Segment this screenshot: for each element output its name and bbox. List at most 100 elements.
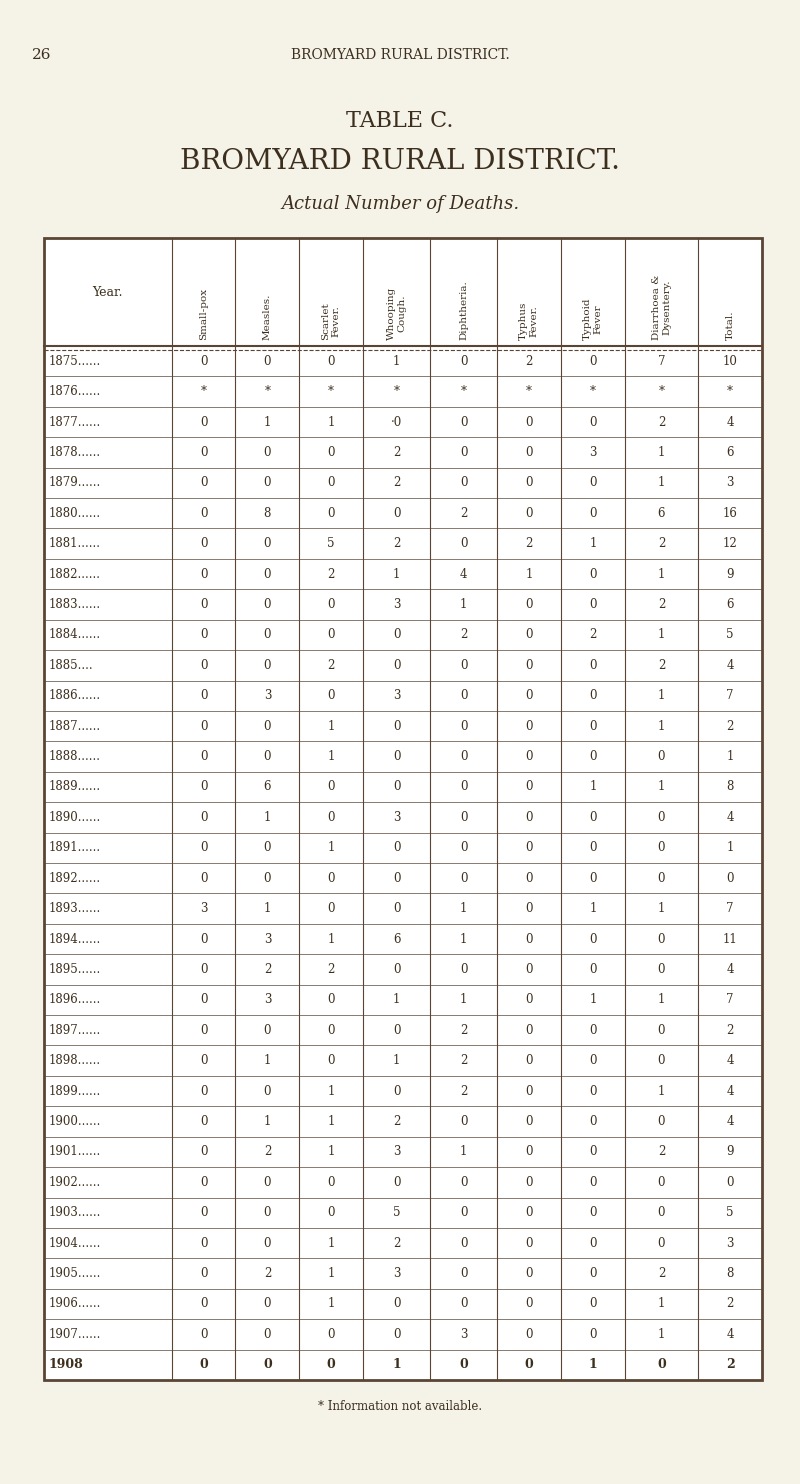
Text: 3: 3 <box>264 689 271 702</box>
Text: 0: 0 <box>589 689 597 702</box>
Text: Total.: Total. <box>726 310 734 340</box>
Text: 0: 0 <box>526 902 533 916</box>
Text: 1898......: 1898...... <box>49 1054 101 1067</box>
Text: 0: 0 <box>460 445 467 459</box>
Text: 0: 0 <box>526 598 533 611</box>
Text: 0: 0 <box>658 841 666 855</box>
Text: Year.: Year. <box>93 285 123 298</box>
Text: 2: 2 <box>327 963 335 976</box>
Text: 0: 0 <box>393 1328 400 1342</box>
Text: 0: 0 <box>589 355 597 368</box>
Text: 0: 0 <box>526 476 533 490</box>
Text: 0: 0 <box>526 628 533 641</box>
Text: 1: 1 <box>264 810 271 824</box>
Text: *: * <box>201 386 206 398</box>
Text: 0: 0 <box>200 537 207 551</box>
Text: 0: 0 <box>200 659 207 672</box>
Text: 1885....: 1885.... <box>49 659 94 672</box>
Text: 0: 0 <box>589 567 597 580</box>
Text: 0: 0 <box>200 1206 207 1220</box>
Text: Diphtheria.: Diphtheria. <box>459 280 468 340</box>
Text: 1908: 1908 <box>49 1358 84 1371</box>
Text: 1: 1 <box>726 749 734 763</box>
Text: 0: 0 <box>526 1236 533 1250</box>
Text: 0: 0 <box>526 720 533 733</box>
Text: 6: 6 <box>726 445 734 459</box>
Text: 1904......: 1904...... <box>49 1236 102 1250</box>
Text: Diarrhoea &
Dysentery.: Diarrhoea & Dysentery. <box>652 275 671 340</box>
Text: 16: 16 <box>722 506 738 519</box>
Text: 0: 0 <box>460 749 467 763</box>
Text: 1: 1 <box>327 1114 335 1128</box>
Text: 0: 0 <box>658 749 666 763</box>
Text: 1: 1 <box>264 902 271 916</box>
Text: 0: 0 <box>589 1146 597 1159</box>
Text: 1884......: 1884...... <box>49 628 101 641</box>
Text: 1: 1 <box>589 537 597 551</box>
Text: 26: 26 <box>32 47 51 62</box>
Text: 0: 0 <box>589 1236 597 1250</box>
Text: 0: 0 <box>526 416 533 429</box>
Text: 6: 6 <box>393 932 400 945</box>
Text: 0: 0 <box>327 1175 335 1189</box>
Text: 1: 1 <box>392 1358 401 1371</box>
Text: 1899......: 1899...... <box>49 1085 102 1098</box>
Text: 4: 4 <box>726 416 734 429</box>
Text: 0: 0 <box>393 1085 400 1098</box>
Text: 0: 0 <box>459 1358 468 1371</box>
Text: 1903......: 1903...... <box>49 1206 102 1220</box>
Text: 0: 0 <box>200 476 207 490</box>
Text: 0: 0 <box>526 659 533 672</box>
Text: 2: 2 <box>460 1054 467 1067</box>
Text: 1: 1 <box>658 689 665 702</box>
Text: 1: 1 <box>393 355 400 368</box>
Text: 1891......: 1891...... <box>49 841 101 855</box>
Text: Measles.: Measles. <box>263 294 272 340</box>
Text: 0: 0 <box>264 598 271 611</box>
Text: 1900......: 1900...... <box>49 1114 102 1128</box>
Text: 0: 0 <box>460 720 467 733</box>
Text: 2: 2 <box>658 1267 665 1281</box>
Text: 8: 8 <box>726 781 734 794</box>
Text: 7: 7 <box>658 355 666 368</box>
Text: 12: 12 <box>722 537 738 551</box>
Text: 0: 0 <box>327 506 335 519</box>
Text: *: * <box>658 386 665 398</box>
Text: 6: 6 <box>726 598 734 611</box>
Text: 0: 0 <box>658 1175 666 1189</box>
Text: 1: 1 <box>264 416 271 429</box>
Text: 3: 3 <box>200 902 207 916</box>
Text: 9: 9 <box>726 1146 734 1159</box>
Text: 0: 0 <box>589 841 597 855</box>
Text: 0: 0 <box>658 810 666 824</box>
Text: 0: 0 <box>327 355 335 368</box>
Text: 0: 0 <box>264 476 271 490</box>
Text: 0: 0 <box>200 720 207 733</box>
Text: 1: 1 <box>264 1114 271 1128</box>
Text: 1879......: 1879...... <box>49 476 102 490</box>
Text: 3: 3 <box>264 993 271 1006</box>
Text: 0: 0 <box>264 628 271 641</box>
Text: 2: 2 <box>393 1236 400 1250</box>
Text: 2: 2 <box>393 476 400 490</box>
Text: 3: 3 <box>393 1267 400 1281</box>
Text: 0: 0 <box>658 1206 666 1220</box>
Text: 0: 0 <box>460 1297 467 1310</box>
Text: 0: 0 <box>726 1175 734 1189</box>
Text: 2: 2 <box>393 1114 400 1128</box>
Text: 2: 2 <box>264 1146 271 1159</box>
Text: 1901......: 1901...... <box>49 1146 102 1159</box>
Text: 0: 0 <box>658 932 666 945</box>
Text: Scarlet
Fever.: Scarlet Fever. <box>322 303 341 340</box>
Text: 2: 2 <box>460 1085 467 1098</box>
Text: 0: 0 <box>264 1297 271 1310</box>
Text: 1: 1 <box>460 932 467 945</box>
Text: 3: 3 <box>726 476 734 490</box>
Text: 0: 0 <box>264 1175 271 1189</box>
Text: Whooping
Cough.: Whooping Cough. <box>387 286 406 340</box>
Text: 0: 0 <box>200 1054 207 1067</box>
Bar <box>44 237 762 1380</box>
Text: TABLE C.: TABLE C. <box>346 110 454 132</box>
Text: 1876......: 1876...... <box>49 386 102 398</box>
Text: 1883......: 1883...... <box>49 598 101 611</box>
